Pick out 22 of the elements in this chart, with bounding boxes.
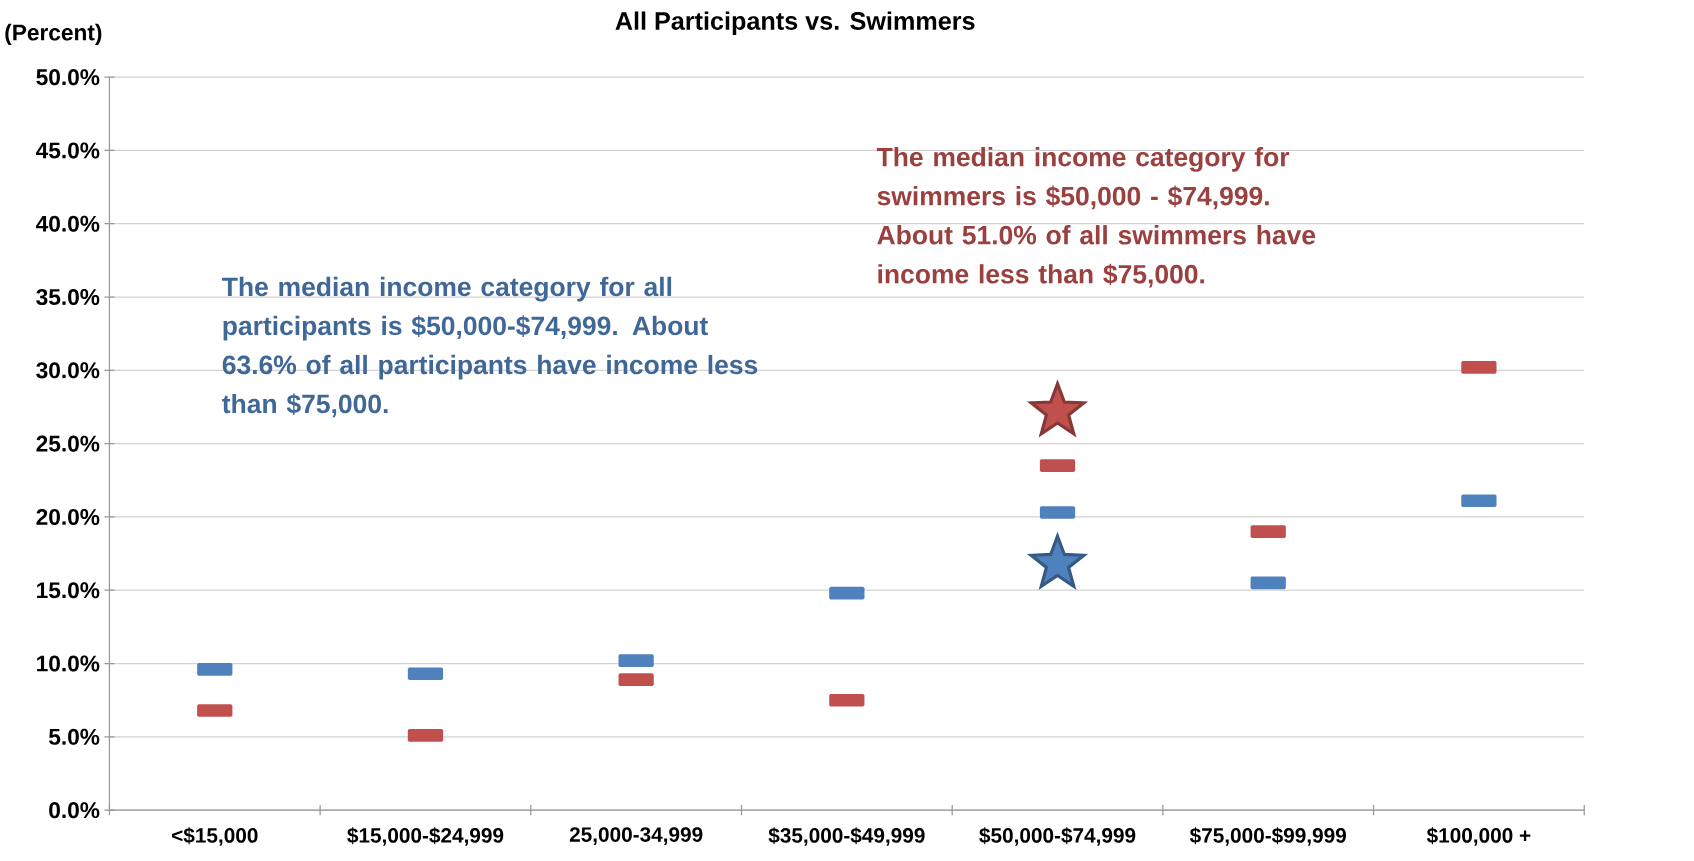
y-tick-label: 25.0% (36, 435, 100, 452)
y-axis-title: (Percent) (5, 24, 102, 46)
x-tick-label: $100,000 + (1426, 827, 1531, 847)
x-tick-label: 25,000-34,999 (569, 827, 703, 846)
x-tick-label: <$15,000 (172, 827, 258, 847)
y-tick-label: 20.0% (36, 509, 100, 526)
y-tick-label: 50.0% (36, 69, 100, 86)
x-tick-label: $75,000-$99,999 (1189, 827, 1346, 847)
y-tick-label: 40.0% (36, 215, 100, 232)
y-tick-label: 5.0% (48, 729, 100, 746)
annotation: The median income category for swimmers is $50,000 - $74,999. About 51.0% of all swimmers have income less than $75,000. (876, 147, 1316, 288)
y-tick-label: 10.0% (37, 655, 100, 672)
annotation: The median income category for all participants is $50,000-$74,999. About 63.6% of all participants have income less than $75,000. (222, 277, 758, 418)
x-tick-label: $35,000-$49,999 (768, 827, 925, 847)
chart-title: All Participants vs. Swimmers (615, 11, 975, 36)
x-tick-label: $50,000-$74,999 (979, 827, 1136, 847)
y-tick-label: 30.0% (36, 362, 100, 379)
y-tick-label: 15.0% (37, 582, 100, 599)
x-tick-label: $15,000-$24,999 (347, 827, 504, 847)
y-tick-label: 35.0% (36, 289, 100, 306)
y-tick-label: 0.0% (49, 802, 100, 819)
y-tick-label: 45.0% (36, 142, 100, 159)
